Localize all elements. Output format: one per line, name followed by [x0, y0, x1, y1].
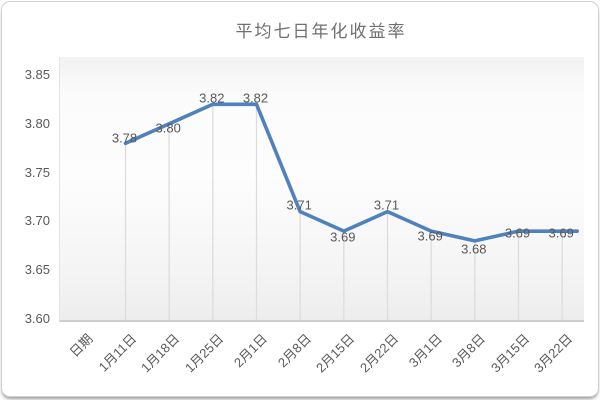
chart-title: 平均七日年化收益率 [235, 22, 407, 41]
x-axis-tick-label: 3月22日 [531, 331, 576, 376]
y-axis-tick-label: 3.70 [24, 213, 50, 229]
x-axis-tick-label: 1月11日 [95, 331, 140, 375]
data-point-label: 3.82 [242, 90, 269, 106]
y-axis-tick-label: 3.85 [24, 67, 50, 82]
data-point-label: 3.68 [461, 241, 487, 257]
plot-area [59, 57, 584, 322]
x-axis-tick-label: 1月25日 [182, 331, 227, 376]
x-axis-tick-label: 1月18日 [138, 331, 183, 376]
x-axis-tick-label: 日期 [66, 331, 96, 361]
data-point-label: 3.71 [286, 197, 312, 213]
data-point-label: 3.80 [155, 120, 181, 136]
data-point-label: 3.69 [417, 228, 443, 244]
data-point-label: 3.71 [373, 197, 400, 213]
y-axis-tick-label: 3.60 [24, 311, 50, 326]
series-line [123, 102, 579, 243]
x-axis-tick-label: 2月8日 [274, 331, 314, 371]
data-point-label: 3.82 [199, 90, 225, 106]
data-point-label: 3.69 [330, 229, 356, 245]
y-axis-tick-label: 3.80 [24, 115, 50, 131]
line-series-canvas [123, 102, 579, 320]
y-axis-tick-label: 3.75 [24, 164, 50, 180]
x-axis-tick-label: 2月15日 [313, 331, 358, 376]
data-point-label: 3.78 [111, 130, 138, 146]
x-axis-tick-label: 2月1日 [230, 331, 271, 371]
x-axis-tick-label: 3月8日 [449, 331, 489, 371]
x-axis-tick-label: 3月15日 [487, 331, 533, 376]
data-point-label: 3.69 [504, 225, 531, 241]
x-axis-tick-label: 3月1日 [405, 331, 445, 371]
y-axis-tick-label: 3.65 [24, 262, 50, 278]
data-point-label: 3.69 [548, 225, 574, 241]
x-axis-tick-label: 2月22日 [356, 331, 402, 376]
